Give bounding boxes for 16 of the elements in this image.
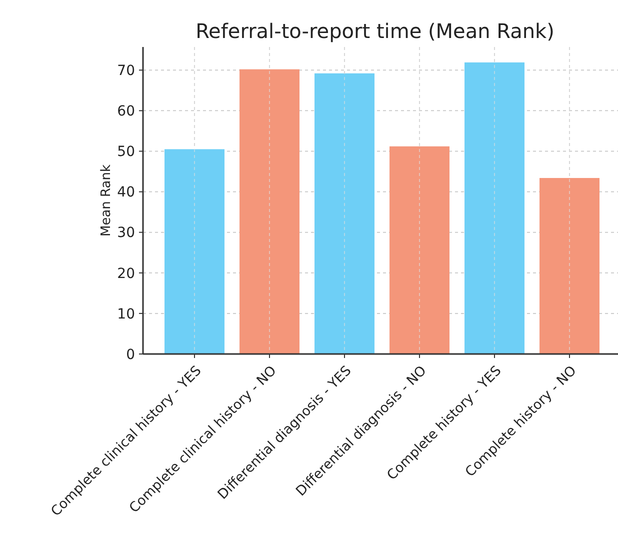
bar [314,73,374,354]
y-tick-label: 30 [117,225,135,242]
y-tick-label: 70 [117,63,135,80]
bar [164,149,224,354]
bar [464,62,524,354]
y-tick-label: 50 [117,144,135,160]
bar [390,146,450,354]
y-axis-title: Mean Rank [99,164,114,237]
y-tick-label: 40 [117,184,135,201]
y-tick-label: 20 [117,266,135,282]
y-tick-label: 0 [126,346,135,363]
y-tick-label: 60 [117,104,135,120]
bar [540,178,600,354]
chart-title: Referral-to-report time (Mean Rank) [196,19,554,43]
y-tick-label: 10 [117,306,135,322]
bar [240,69,300,354]
